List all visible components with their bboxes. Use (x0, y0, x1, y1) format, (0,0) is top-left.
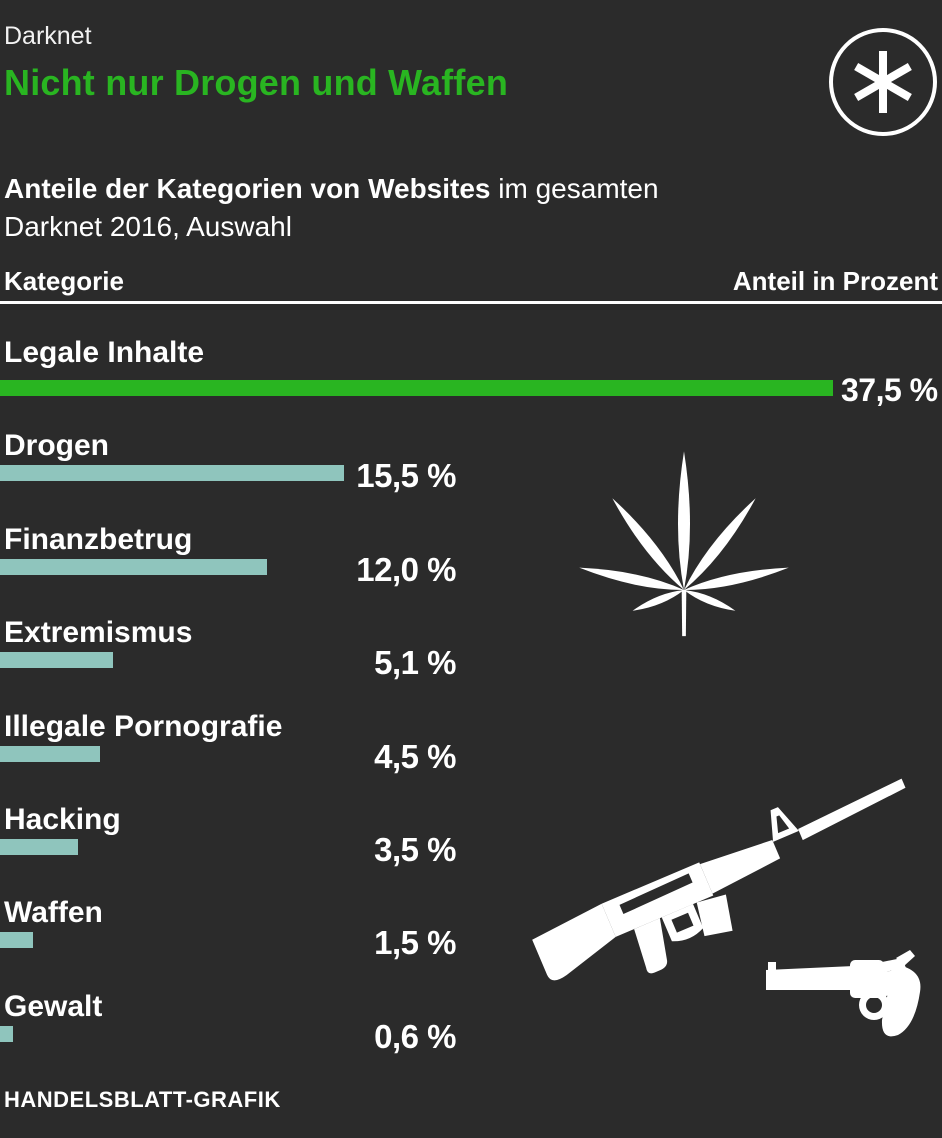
category-label: Gewalt (4, 989, 103, 1023)
chart-row: Hacking 3,5 % (0, 803, 942, 897)
chart-row: Finanzbetrug 12,0 % (0, 523, 942, 617)
category-label: Extremismus (4, 616, 193, 650)
category-label: Illegale Pornografie (4, 709, 283, 743)
asterisk-icon (829, 28, 937, 136)
value-label: 4,5 % (374, 737, 456, 775)
value-bar (0, 839, 78, 855)
kicker-label: Darknet (4, 22, 92, 50)
rifle-icon (532, 778, 906, 981)
chart-row: Extremismus 5,1 % (0, 616, 942, 710)
value-bar (0, 932, 33, 949)
subtitle-bold: Anteile der Kategorien von Websites (4, 173, 491, 204)
value-label: 0,6 % (374, 1017, 456, 1055)
cannabis-leaf-icon (579, 451, 789, 637)
bar-chart: Legale Inhalte 37,5 % Drogen 15,5 % Finanzbe… (0, 336, 942, 1091)
value-label: 3,5 % (374, 831, 456, 868)
revolver-icon (766, 950, 921, 1037)
value-bar (0, 558, 267, 575)
subtitle-regular-1: im gesamten (490, 173, 659, 204)
column-header-share: Anteil in Prozent (732, 266, 938, 296)
chart-subtitle: Anteile der Kategorien von Websites im g… (4, 170, 844, 246)
chart-row: Drogen 15,5 % (0, 429, 942, 523)
category-label: Hacking (4, 803, 121, 836)
value-bar (0, 1025, 13, 1042)
category-label: Waffen (4, 896, 103, 930)
chart-row: Illegale Pornografie 4,5 % (0, 710, 942, 804)
chart-row: Waffen 1,5 % (0, 896, 942, 990)
value-bar (0, 465, 344, 482)
value-label: 15,5 % (356, 457, 456, 495)
value-label: 5,1 % (374, 644, 456, 682)
chart-row: Legale Inhalte 37,5 % (0, 336, 942, 430)
column-header-category: Kategorie (4, 266, 124, 296)
value-bar (0, 380, 833, 396)
value-bar (0, 745, 100, 762)
category-label: Drogen (4, 429, 109, 463)
value-label: 1,5 % (374, 924, 456, 962)
category-label: Finanzbetrug (4, 522, 193, 556)
value-bar (0, 652, 113, 669)
chart-row: Gewalt 0,6 % (0, 990, 942, 1084)
value-label: 37,5 % (841, 372, 938, 408)
page-title: Nicht nur Drogen und Waffen (4, 62, 509, 103)
source-credit: HANDELSBLATT-GRAFIK (4, 1087, 281, 1112)
subtitle-regular-2: Darknet 2016, Auswahl (4, 211, 292, 242)
header-divider (0, 301, 942, 304)
value-label: 12,0 % (356, 550, 456, 588)
table-header: Kategorie Anteil in Prozent (4, 266, 938, 297)
category-label: Legale Inhalte (4, 336, 205, 369)
